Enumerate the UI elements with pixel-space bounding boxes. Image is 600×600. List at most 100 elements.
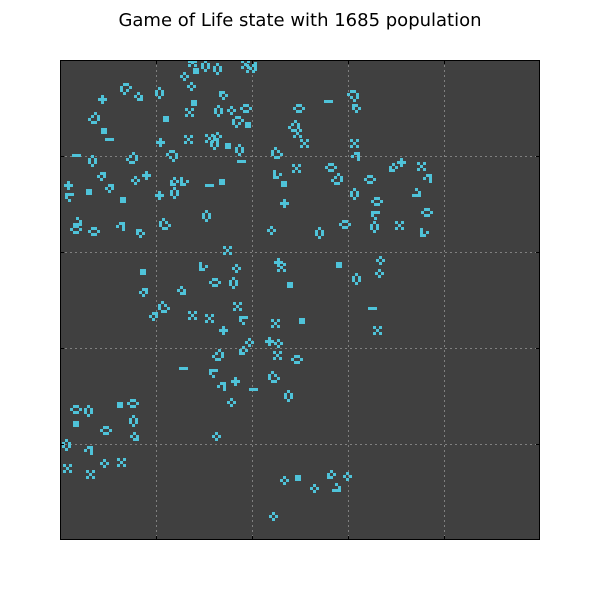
live-cell bbox=[382, 259, 385, 262]
live-cell bbox=[123, 197, 126, 200]
live-cell bbox=[239, 316, 242, 319]
live-cell bbox=[137, 92, 140, 95]
live-cell bbox=[267, 229, 270, 232]
live-cell bbox=[429, 174, 432, 177]
live-cell bbox=[215, 278, 218, 281]
live-cell bbox=[357, 158, 360, 161]
live-cell bbox=[268, 374, 271, 377]
live-cell bbox=[76, 424, 79, 427]
live-cell bbox=[371, 214, 374, 217]
live-cell bbox=[245, 341, 248, 344]
live-cell bbox=[283, 269, 286, 272]
live-cell bbox=[401, 221, 404, 224]
live-cell bbox=[367, 175, 370, 178]
live-cell bbox=[176, 180, 179, 183]
live-cell bbox=[213, 69, 216, 72]
live-cell bbox=[429, 177, 432, 180]
live-cell bbox=[274, 261, 277, 264]
live-cell bbox=[295, 478, 298, 481]
live-cell bbox=[226, 249, 229, 252]
live-cell bbox=[79, 408, 82, 411]
live-cell bbox=[400, 158, 403, 161]
live-cell bbox=[331, 169, 334, 172]
live-cell bbox=[373, 221, 376, 224]
live-cell bbox=[273, 170, 276, 173]
live-cell bbox=[281, 184, 284, 187]
live-cell bbox=[318, 236, 321, 239]
live-cell bbox=[354, 152, 357, 155]
live-cell bbox=[91, 164, 94, 167]
live-cell bbox=[88, 230, 91, 233]
live-cell bbox=[182, 367, 185, 370]
live-cell bbox=[134, 182, 137, 185]
live-cell bbox=[170, 183, 173, 186]
live-cell bbox=[209, 281, 212, 284]
live-cell bbox=[246, 70, 249, 73]
live-cell bbox=[242, 352, 245, 355]
live-cell bbox=[72, 154, 75, 157]
live-cell bbox=[231, 380, 234, 383]
live-cell bbox=[420, 165, 423, 168]
live-cell bbox=[298, 170, 301, 173]
live-cell bbox=[139, 229, 142, 232]
live-cell bbox=[162, 141, 165, 144]
live-cell bbox=[423, 177, 426, 180]
live-cell bbox=[142, 232, 145, 235]
live-cell bbox=[353, 90, 356, 93]
live-cell bbox=[284, 393, 287, 396]
live-cell bbox=[211, 134, 214, 137]
live-cell bbox=[86, 192, 89, 195]
live-cell bbox=[294, 355, 297, 358]
live-cell bbox=[280, 261, 283, 264]
live-cell bbox=[87, 414, 90, 417]
live-cell bbox=[94, 161, 97, 164]
live-cell bbox=[208, 216, 211, 219]
live-cell bbox=[97, 175, 100, 178]
live-cell bbox=[276, 354, 279, 357]
live-cell bbox=[286, 202, 289, 205]
live-cell bbox=[371, 307, 374, 310]
live-cell bbox=[356, 145, 359, 148]
live-cell bbox=[212, 355, 215, 358]
live-cell bbox=[122, 225, 125, 228]
live-cell bbox=[222, 332, 225, 335]
cluster-top-left bbox=[64, 95, 225, 238]
live-cell bbox=[379, 332, 382, 335]
live-cell bbox=[123, 92, 126, 95]
live-cell bbox=[246, 64, 249, 67]
live-cell bbox=[170, 180, 173, 183]
live-cell bbox=[335, 483, 338, 486]
live-cell bbox=[277, 377, 280, 380]
live-cell bbox=[217, 105, 220, 108]
live-cell bbox=[78, 154, 81, 157]
live-cell bbox=[166, 153, 169, 156]
live-cell bbox=[283, 482, 286, 485]
live-cell bbox=[116, 225, 119, 228]
live-cell bbox=[268, 340, 271, 343]
live-cell bbox=[338, 489, 341, 492]
live-cell bbox=[237, 380, 240, 383]
live-cell bbox=[218, 435, 221, 438]
live-cell bbox=[273, 229, 276, 232]
live-cell bbox=[298, 164, 301, 167]
live-cell bbox=[155, 194, 158, 197]
live-cell bbox=[337, 182, 340, 185]
live-cell bbox=[220, 382, 223, 385]
live-cell bbox=[134, 95, 137, 98]
live-cell bbox=[339, 262, 342, 265]
live-cell bbox=[130, 399, 133, 402]
live-cell bbox=[248, 125, 251, 128]
live-cell bbox=[161, 93, 164, 96]
live-cell bbox=[207, 63, 210, 66]
live-cell bbox=[293, 129, 296, 132]
live-cell bbox=[212, 369, 215, 372]
live-cell bbox=[340, 176, 343, 179]
live-cell bbox=[103, 175, 106, 178]
live-cell bbox=[374, 217, 377, 220]
live-cell bbox=[208, 317, 211, 320]
live-cell bbox=[345, 220, 348, 223]
live-cell bbox=[129, 418, 132, 421]
live-cell bbox=[131, 179, 134, 182]
live-cell bbox=[350, 90, 353, 93]
live-cell bbox=[65, 193, 68, 196]
